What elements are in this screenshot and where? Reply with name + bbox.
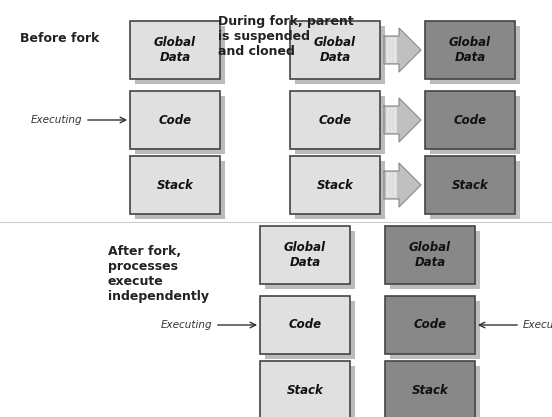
- Text: Before fork: Before fork: [20, 32, 99, 45]
- FancyBboxPatch shape: [295, 96, 385, 154]
- FancyBboxPatch shape: [390, 231, 480, 289]
- FancyBboxPatch shape: [260, 296, 350, 354]
- Text: Code: Code: [413, 319, 447, 332]
- FancyBboxPatch shape: [265, 231, 355, 289]
- Text: Stack: Stack: [412, 384, 448, 397]
- Text: Stack: Stack: [286, 384, 323, 397]
- FancyBboxPatch shape: [295, 161, 385, 219]
- FancyBboxPatch shape: [430, 161, 520, 219]
- Text: Global
Data: Global Data: [449, 36, 491, 64]
- FancyBboxPatch shape: [430, 26, 520, 84]
- Text: Code: Code: [453, 113, 486, 126]
- Text: Stack: Stack: [157, 178, 193, 191]
- FancyBboxPatch shape: [135, 96, 225, 154]
- Text: Code: Code: [158, 113, 192, 126]
- FancyBboxPatch shape: [390, 301, 480, 359]
- FancyBboxPatch shape: [290, 21, 380, 79]
- Text: Executing: Executing: [30, 115, 82, 125]
- FancyBboxPatch shape: [430, 96, 520, 154]
- FancyBboxPatch shape: [130, 91, 220, 149]
- Polygon shape: [384, 28, 421, 72]
- Text: Global
Data: Global Data: [314, 36, 356, 64]
- Text: After fork,
processes
execute
independently: After fork, processes execute independen…: [108, 245, 209, 303]
- Text: Global
Data: Global Data: [154, 36, 196, 64]
- Text: During fork, parent
is suspended
and cloned: During fork, parent is suspended and clo…: [218, 15, 354, 58]
- Text: Executing: Executing: [523, 320, 552, 330]
- FancyBboxPatch shape: [265, 366, 355, 417]
- FancyBboxPatch shape: [425, 156, 515, 214]
- FancyBboxPatch shape: [135, 161, 225, 219]
- FancyBboxPatch shape: [385, 361, 475, 417]
- FancyBboxPatch shape: [130, 21, 220, 79]
- FancyBboxPatch shape: [260, 361, 350, 417]
- FancyBboxPatch shape: [295, 26, 385, 84]
- FancyBboxPatch shape: [425, 91, 515, 149]
- Polygon shape: [384, 163, 421, 207]
- FancyBboxPatch shape: [265, 301, 355, 359]
- FancyBboxPatch shape: [130, 156, 220, 214]
- Text: Stack: Stack: [316, 178, 353, 191]
- FancyBboxPatch shape: [135, 26, 225, 84]
- FancyBboxPatch shape: [385, 226, 475, 284]
- Polygon shape: [384, 98, 421, 142]
- FancyBboxPatch shape: [390, 366, 480, 417]
- FancyBboxPatch shape: [425, 21, 515, 79]
- Text: Code: Code: [319, 113, 352, 126]
- Text: Executing: Executing: [161, 320, 212, 330]
- FancyBboxPatch shape: [290, 156, 380, 214]
- Text: Stack: Stack: [452, 178, 489, 191]
- Text: Code: Code: [289, 319, 322, 332]
- FancyBboxPatch shape: [290, 91, 380, 149]
- FancyBboxPatch shape: [260, 226, 350, 284]
- Text: Global
Data: Global Data: [284, 241, 326, 269]
- Text: Global
Data: Global Data: [409, 241, 451, 269]
- FancyBboxPatch shape: [385, 296, 475, 354]
